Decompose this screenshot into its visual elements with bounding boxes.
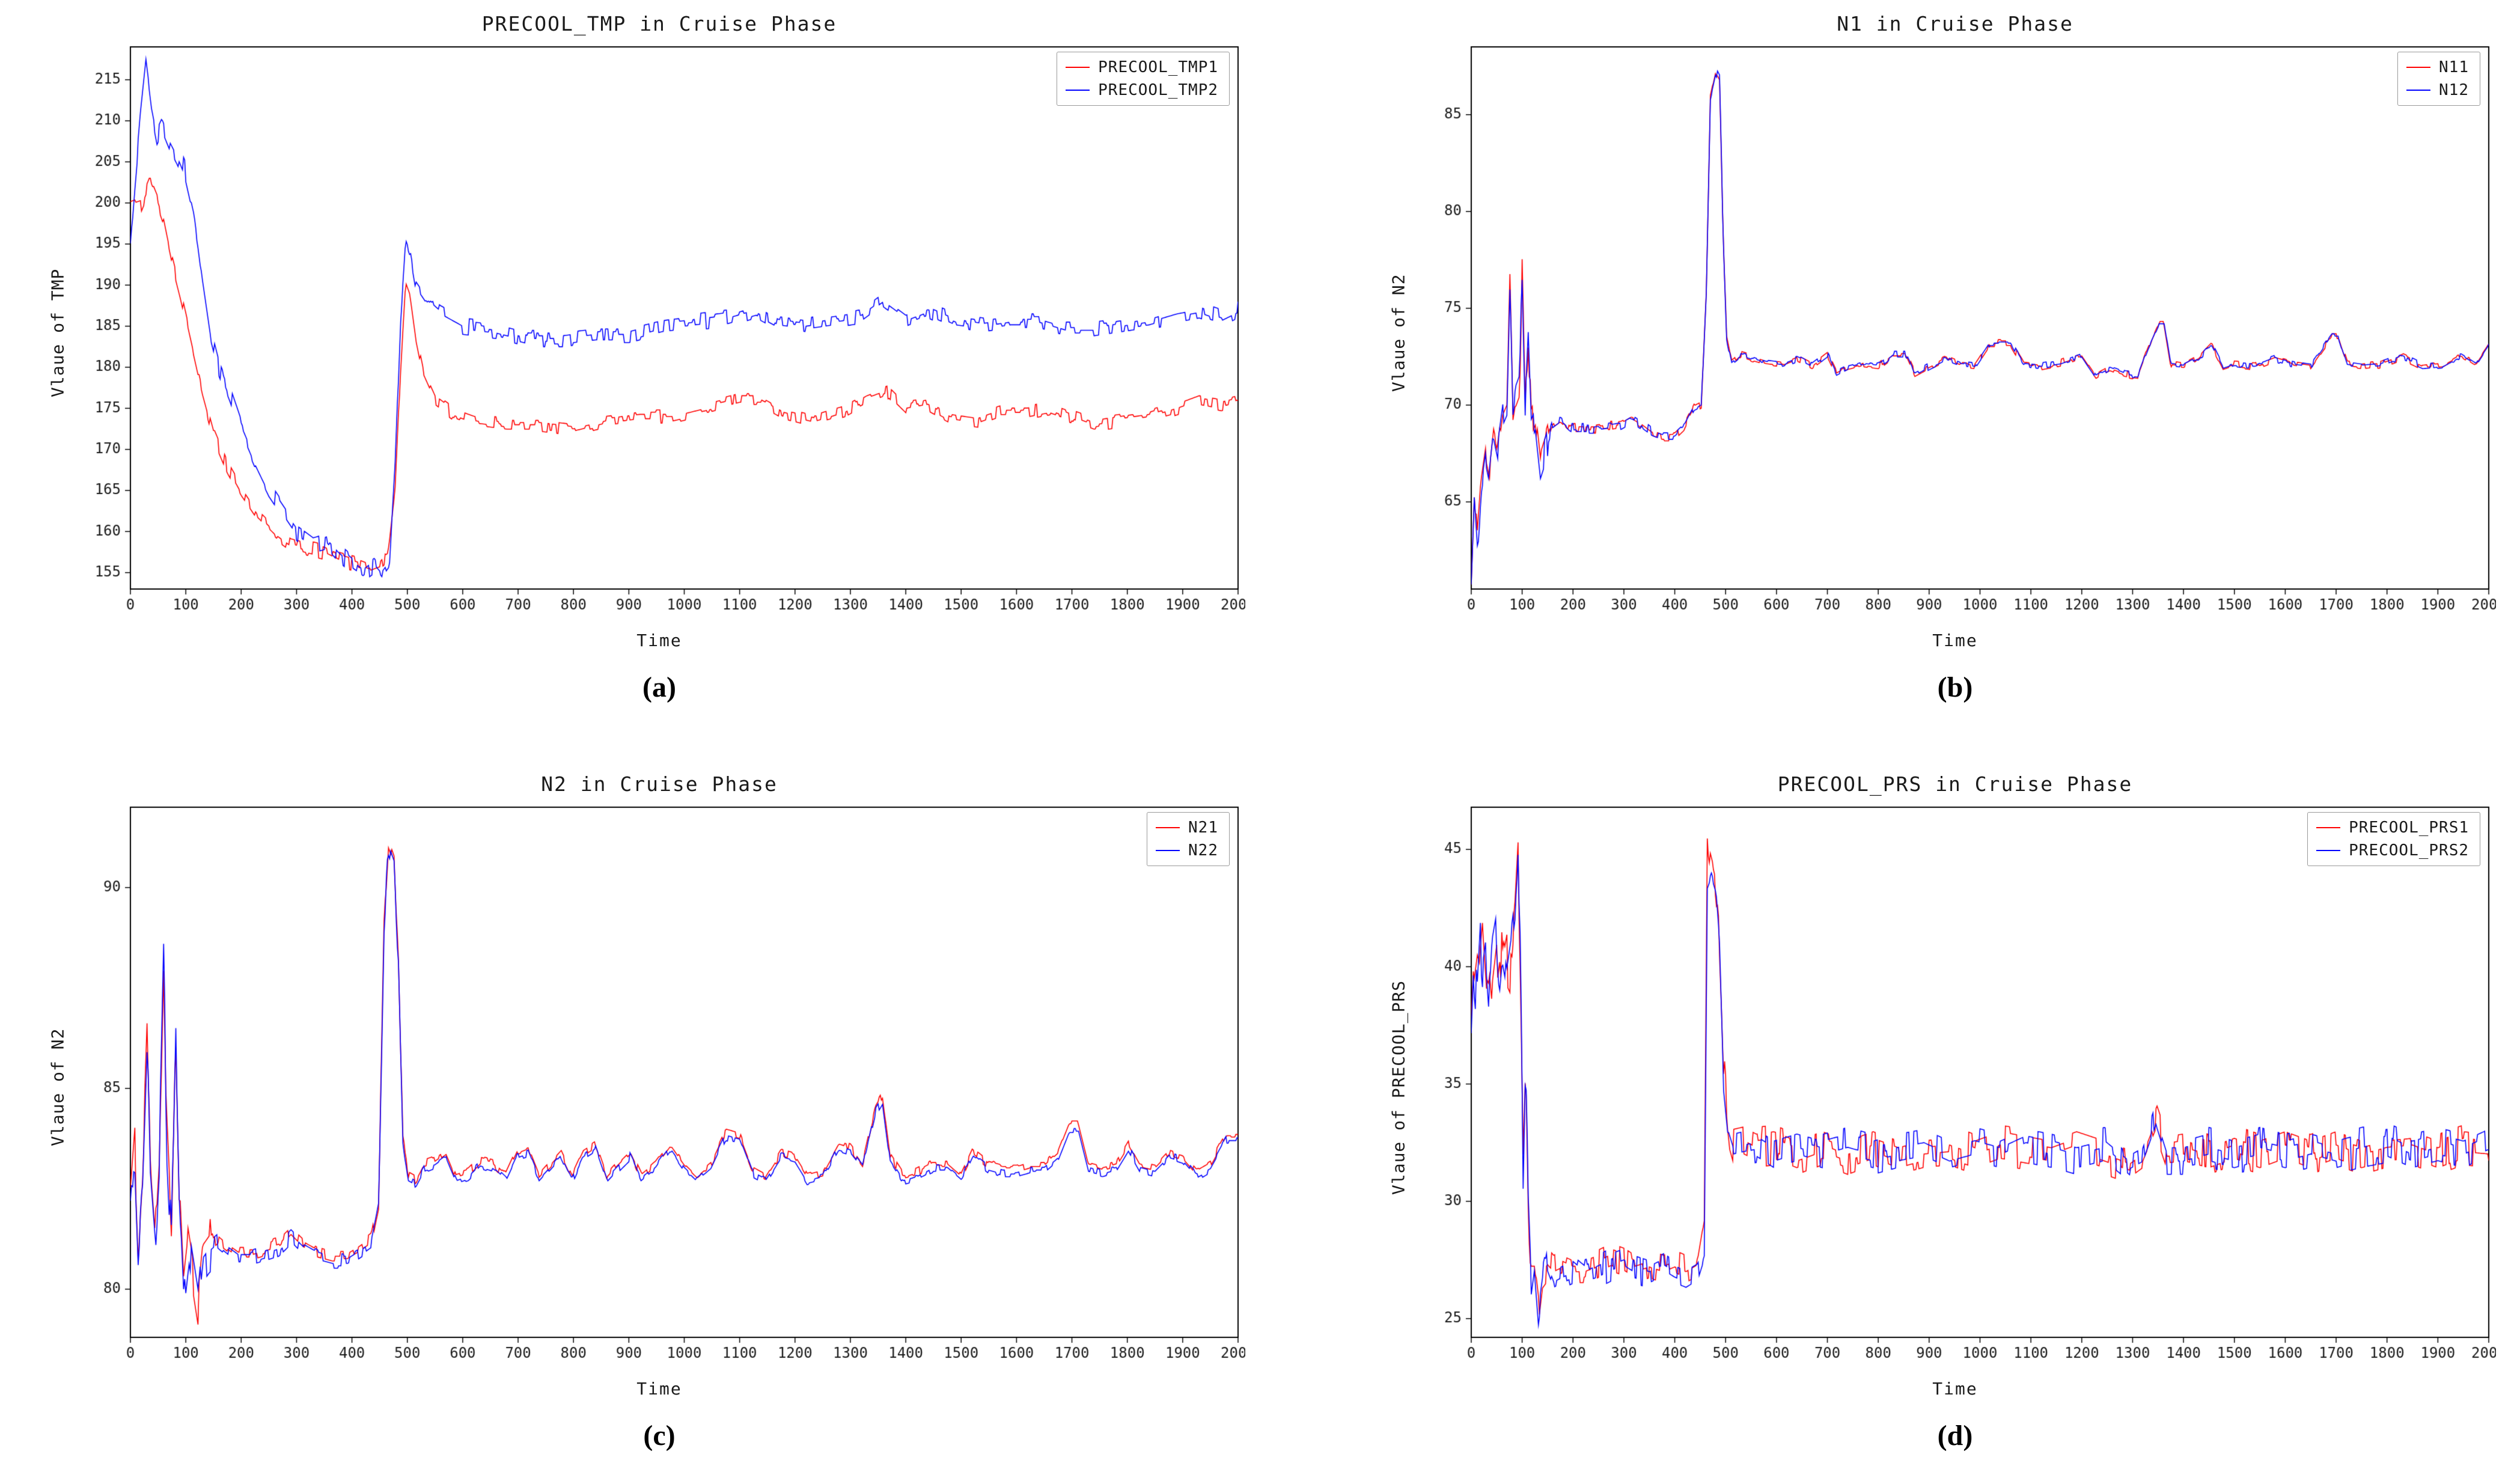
panel-c: N2 in Cruise Phase Vlaue of N2 N21 N22 T…	[0, 739, 1260, 1478]
chart-b-title: N1 in Cruise Phase	[1837, 12, 2073, 35]
legend-line-sample	[2406, 67, 2431, 68]
caption-c: (c)	[643, 1420, 676, 1452]
legend-label: N12	[2439, 81, 2469, 99]
chart-b-body: Vlaue of N2 N11 N12	[1383, 38, 2520, 628]
legend-item: PRECOOL_PRS1	[2316, 819, 2469, 837]
chart-d-canvas	[1414, 799, 2496, 1376]
chart-a-title: PRECOOL_TMP in Cruise Phase	[481, 12, 837, 35]
chart-b-ylabel: Vlaue of N2	[1388, 273, 1409, 392]
chart-a-plot: PRECOOL_TMP1 PRECOOL_TMP2	[73, 38, 1245, 628]
chart-b-canvas	[1414, 38, 2496, 628]
legend-item: N21	[1156, 819, 1218, 837]
legend-item: PRECOOL_PRS2	[2316, 841, 2469, 860]
chart-b-plot: N11 N12	[1414, 38, 2496, 628]
chart-d-xlabel: Time	[1932, 1379, 1978, 1399]
caption-d: (d)	[1937, 1420, 1973, 1452]
chart-d-body: Vlaue of PRECOOL_PRS PRECOOL_PRS1 PRECOO…	[1383, 799, 2520, 1376]
legend-label: N22	[1188, 841, 1218, 860]
chart-d-legend: PRECOOL_PRS1 PRECOOL_PRS2	[2307, 812, 2480, 866]
chart-a-ylabel: Vlaue of TMP	[47, 268, 68, 398]
legend-line-sample	[2316, 827, 2341, 828]
panel-b: N1 in Cruise Phase Vlaue of N2 N11 N12 T…	[1260, 0, 2520, 739]
legend-line-sample	[1066, 90, 1090, 91]
legend-item: N12	[2406, 81, 2469, 99]
chart-b-xlabel: Time	[1932, 631, 1978, 650]
legend-line-sample	[2316, 850, 2341, 851]
chart-c-body: Vlaue of N2 N21 N22	[42, 799, 1260, 1376]
chart-a-canvas	[73, 38, 1245, 628]
chart-c-xlabel: Time	[636, 1379, 682, 1399]
legend-line-sample	[1156, 850, 1180, 851]
legend-label: PRECOOL_PRS1	[2349, 819, 2469, 837]
panel-d: PRECOOL_PRS in Cruise Phase Vlaue of PRE…	[1260, 739, 2520, 1478]
chart-c-title: N2 in Cruise Phase	[541, 772, 778, 796]
caption-a: (a)	[642, 671, 676, 703]
legend-label: N11	[2439, 58, 2469, 76]
panel-a: PRECOOL_TMP in Cruise Phase Vlaue of TMP…	[0, 0, 1260, 739]
chart-b-legend: N11 N12	[2397, 52, 2480, 106]
caption-b: (b)	[1937, 671, 1973, 703]
chart-c-plot: N21 N22	[73, 799, 1245, 1376]
chart-a-legend: PRECOOL_TMP1 PRECOOL_TMP2	[1057, 52, 1230, 106]
legend-label: PRECOOL_PRS2	[2349, 841, 2469, 860]
chart-d-title: PRECOOL_PRS in Cruise Phase	[1777, 772, 2133, 796]
chart-d-ylabel: Vlaue of PRECOOL_PRS	[1388, 980, 1409, 1195]
legend-line-sample	[1156, 827, 1180, 828]
legend-label: PRECOOL_TMP2	[1098, 81, 1218, 99]
legend-line-sample	[1066, 67, 1090, 68]
chart-a-xlabel: Time	[636, 631, 682, 650]
chart-d-plot: PRECOOL_PRS1 PRECOOL_PRS2	[1414, 799, 2496, 1376]
chart-c-canvas	[73, 799, 1245, 1376]
legend-line-sample	[2406, 90, 2431, 91]
legend-item: PRECOOL_TMP2	[1066, 81, 1218, 99]
legend-label: N21	[1188, 819, 1218, 837]
chart-c-legend: N21 N22	[1147, 812, 1230, 866]
legend-item: N22	[1156, 841, 1218, 860]
chart-a-body: Vlaue of TMP PRECOOL_TMP1 PRECOOL_TMP2	[42, 38, 1260, 628]
legend-item: N11	[2406, 58, 2469, 76]
legend-label: PRECOOL_TMP1	[1098, 58, 1218, 76]
legend-item: PRECOOL_TMP1	[1066, 58, 1218, 76]
chart-c-ylabel: Vlaue of N2	[47, 1028, 68, 1147]
